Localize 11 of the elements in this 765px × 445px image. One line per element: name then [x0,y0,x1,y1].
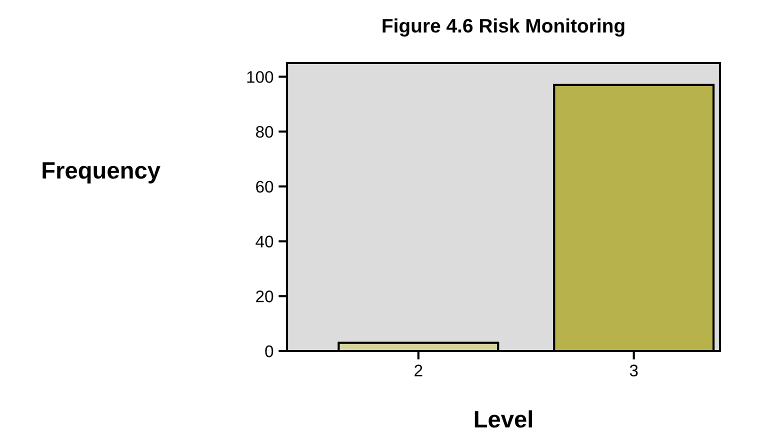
y-tick-label: 40 [256,236,274,248]
y-tick-label: 20 [256,290,274,302]
y-tick-label: 60 [256,180,274,193]
y-tick-label: 80 [256,126,274,138]
y-axis-title: Frequency [42,162,160,184]
y-tick-label: 0 [265,345,274,358]
x-axis-title: Level [474,410,532,428]
y-tick-label: 100 [247,71,274,83]
chart-title: Figure 4.6 Risk Monitoring [382,18,624,37]
x-tick-label: 2 [414,364,422,376]
x-tick-label: 3 [630,364,638,376]
